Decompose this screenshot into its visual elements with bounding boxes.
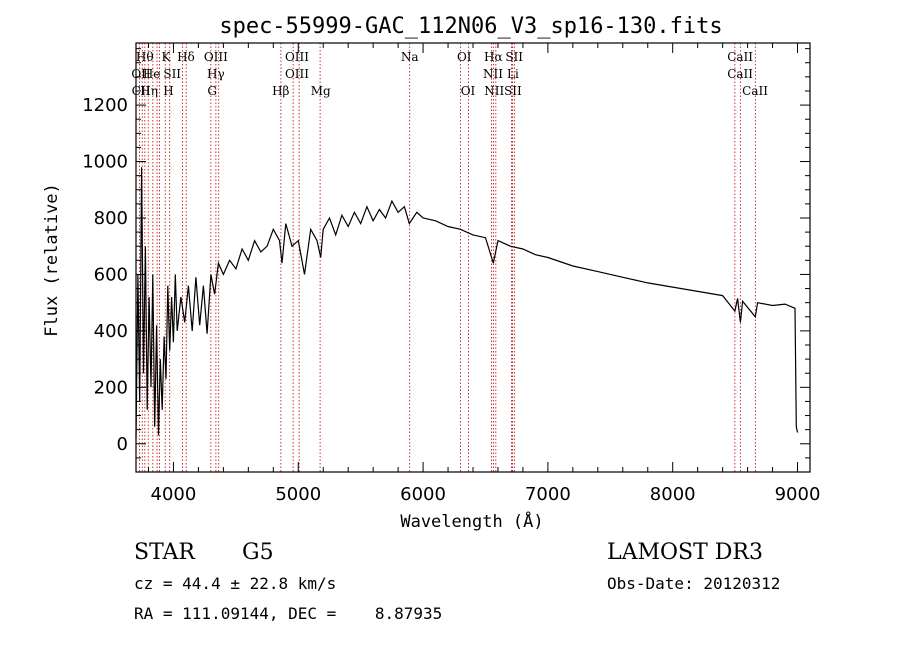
y-tick-label: 200 bbox=[94, 377, 128, 398]
x-tick-label: 5000 bbox=[275, 484, 321, 505]
x-tick-label: 8000 bbox=[650, 484, 696, 505]
x-axis-ticks: 4000 5000 6000 7000 8000 9000 bbox=[147, 43, 821, 505]
emission-line-markers bbox=[138, 43, 756, 472]
line-label: Na bbox=[401, 50, 419, 64]
y-axis-ticks: 0 200 400 600 800 1000 1200 bbox=[82, 48, 810, 473]
y-axis-label: Flux (relative) bbox=[42, 183, 62, 337]
line-label: CaII bbox=[742, 84, 768, 98]
line-label: Hβ bbox=[272, 84, 289, 98]
line-label: NII bbox=[483, 67, 503, 81]
spectrum-line bbox=[135, 167, 799, 439]
line-label: OI bbox=[457, 50, 472, 64]
line-label: OIII bbox=[204, 50, 228, 64]
x-tick-label: 7000 bbox=[525, 484, 571, 505]
y-tick-label: 800 bbox=[94, 208, 128, 229]
line-label: Hγ bbox=[207, 67, 225, 81]
line-label: CaII bbox=[727, 67, 753, 81]
y-tick-label: 0 bbox=[117, 434, 128, 455]
x-axis-label: Wavelength (Å) bbox=[400, 510, 543, 532]
line-label: Hη bbox=[140, 84, 158, 98]
y-tick-label: 1200 bbox=[82, 95, 128, 116]
line-label: OIII bbox=[285, 50, 309, 64]
line-label: Mg bbox=[311, 84, 331, 98]
chart-title: spec-55999-GAC_112N06_V3_sp16-130.fits bbox=[219, 14, 722, 39]
y-tick-label: 400 bbox=[94, 321, 128, 342]
line-label: Li bbox=[507, 67, 519, 81]
x-tick-label: 9000 bbox=[775, 484, 821, 505]
redshift-info: cz = 44.4 ± 22.8 km/s bbox=[134, 574, 336, 593]
line-label: SII bbox=[504, 84, 522, 98]
coordinates: RA = 111.09144, DEC = 8.87935 bbox=[134, 604, 442, 623]
line-label: Hδ bbox=[177, 50, 195, 64]
line-label: Hθ bbox=[136, 50, 154, 64]
line-label: Hα bbox=[484, 50, 503, 64]
x-tick-label: 6000 bbox=[400, 484, 446, 505]
survey-name: LAMOST DR3 bbox=[607, 540, 763, 565]
x-tick-label: 4000 bbox=[151, 484, 197, 505]
line-label: G bbox=[207, 84, 217, 98]
line-label: SII bbox=[505, 50, 523, 64]
line-label: SII bbox=[163, 67, 181, 81]
line-label: NII bbox=[484, 84, 504, 98]
object-class: STAR bbox=[134, 540, 196, 565]
line-label: OIII bbox=[285, 67, 309, 81]
line-label: K bbox=[161, 50, 171, 64]
y-tick-label: 1000 bbox=[82, 152, 128, 173]
line-label: H bbox=[163, 84, 173, 98]
line-label: OI bbox=[461, 84, 476, 98]
y-tick-label: 600 bbox=[94, 264, 128, 285]
object-subclass: G5 bbox=[242, 540, 274, 565]
line-label: He bbox=[143, 67, 161, 81]
observation-date: Obs-Date: 20120312 bbox=[607, 574, 780, 593]
plot-frame bbox=[135, 42, 811, 473]
line-label: CaII bbox=[727, 50, 753, 64]
